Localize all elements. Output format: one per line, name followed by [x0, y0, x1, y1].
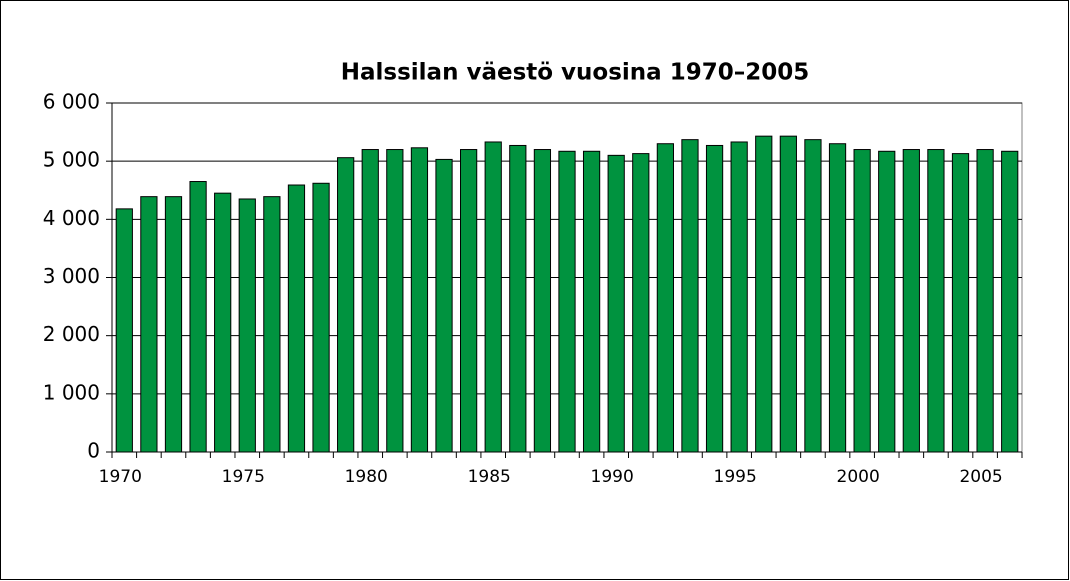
bar [730, 141, 748, 453]
bar [214, 192, 232, 453]
bar [828, 143, 847, 453]
bar [853, 149, 871, 453]
bar [263, 196, 281, 453]
bar [1001, 150, 1019, 453]
x-tick-label: 1990 [591, 467, 634, 487]
x-tick-label: 1970 [99, 467, 142, 487]
bar [386, 149, 404, 453]
x-tick-label: 2000 [837, 467, 880, 487]
bar [287, 184, 306, 453]
y-tick-label: 3 000 [43, 264, 100, 288]
bar [976, 149, 994, 453]
bar [189, 181, 207, 453]
x-tick-label: 1995 [714, 467, 757, 487]
bar [582, 150, 601, 453]
bar [460, 149, 478, 453]
y-tick-label: 0 [87, 439, 100, 463]
x-tick-label: 1975 [222, 467, 265, 487]
bar [558, 150, 576, 453]
bar [509, 144, 527, 453]
bar [361, 149, 379, 453]
bar [164, 196, 183, 453]
bar [755, 135, 773, 453]
bar [410, 147, 429, 453]
bar [435, 158, 453, 453]
y-tick-label: 6 000 [43, 90, 100, 114]
bar [927, 149, 945, 453]
bar [681, 139, 699, 453]
x-tick-label: 1980 [345, 467, 388, 487]
y-tick-label: 2 000 [43, 322, 100, 346]
bar [779, 135, 797, 453]
y-tick-label: 4 000 [43, 206, 100, 230]
bar [312, 182, 330, 453]
bar [705, 144, 724, 453]
bar [337, 157, 355, 453]
bar [238, 198, 256, 453]
bar [140, 196, 158, 453]
bar [607, 154, 625, 453]
chart-title: Halssilan väestö vuosina 1970–2005 [341, 60, 809, 86]
y-tick-label: 1 000 [43, 380, 100, 404]
bar [533, 149, 552, 453]
bar [878, 150, 896, 453]
y-tick-label: 5 000 [43, 148, 100, 172]
bar [632, 153, 650, 453]
bar [656, 143, 674, 453]
bar [902, 149, 920, 453]
bar [115, 208, 133, 453]
x-tick-label: 1985 [468, 467, 511, 487]
bar [951, 153, 970, 453]
bar [484, 141, 502, 453]
bar [804, 139, 822, 453]
x-tick-label: 2005 [959, 467, 1002, 487]
